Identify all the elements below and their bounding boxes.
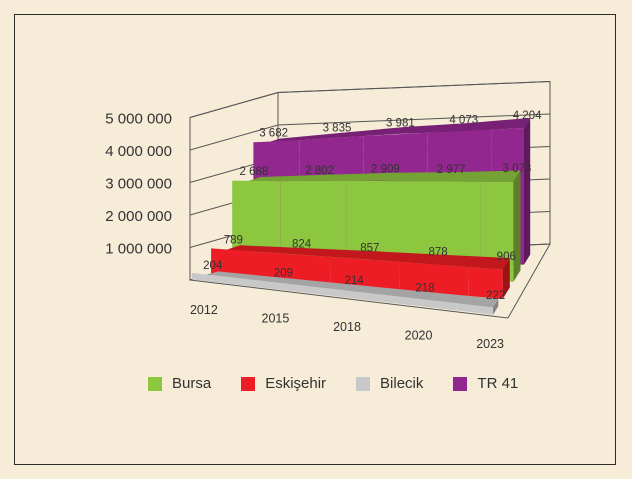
x-tick-label: 2023 bbox=[476, 337, 504, 351]
bar-eskisehir-2015 bbox=[261, 252, 331, 285]
bar-top-tr41 bbox=[267, 117, 531, 143]
legend-swatch-eskisehir bbox=[241, 376, 256, 391]
bar-side-eskisehir bbox=[502, 258, 510, 299]
y-tick-label: 2 000 000 bbox=[105, 208, 172, 225]
data-label-bursa-2018: 2 909 bbox=[371, 164, 400, 176]
x-tick-label: 2012 bbox=[190, 303, 218, 317]
data-label-tr41-2012: 3 682 bbox=[259, 128, 288, 140]
legend-swatch-bilecik bbox=[356, 376, 371, 391]
legend-item-bilecik: Bilecik bbox=[356, 375, 423, 392]
x-tick-label: 2015 bbox=[262, 311, 290, 325]
y-tick-label: 4 000 000 bbox=[105, 143, 172, 160]
y-tick-label: 5 000 000 bbox=[105, 111, 172, 128]
gridline bbox=[189, 113, 551, 151]
legend-item-bursa: Bursa bbox=[148, 375, 211, 392]
y-tick-label: 1 000 000 bbox=[105, 241, 172, 258]
data-label-bursa-2015: 2 802 bbox=[305, 165, 334, 177]
legend-swatch-bursa bbox=[148, 376, 162, 391]
data-label-tr41-2020: 4 073 bbox=[449, 114, 478, 126]
legend-label-eskisehir: Eskişehir bbox=[265, 375, 327, 392]
data-label-bursa-2012: 2 688 bbox=[240, 166, 269, 178]
gridline bbox=[189, 81, 551, 118]
x-tick-label: 2020 bbox=[405, 329, 433, 343]
data-label-bursa-2020: 2 977 bbox=[437, 164, 466, 176]
data-label-bilecik-2020: 218 bbox=[415, 283, 434, 295]
bar-bilecik-2023 bbox=[457, 303, 493, 315]
bar-eskisehir-2020 bbox=[399, 261, 469, 296]
y-tick-label: 3 000 000 bbox=[105, 176, 172, 193]
series-eskisehir bbox=[211, 245, 510, 299]
x-axis: 2012 2015 2018 2020 2023 bbox=[190, 303, 504, 351]
series-bilecik bbox=[191, 271, 499, 315]
legend-swatch-tr41 bbox=[453, 376, 468, 391]
data-label-bilecik-2015: 209 bbox=[274, 268, 293, 280]
data-label-eskisehir-2018: 857 bbox=[360, 242, 379, 254]
data-label-bilecik-2012: 204 bbox=[203, 260, 223, 272]
bar-eskisehir-2023 bbox=[468, 267, 503, 299]
bar-bilecik-2015 bbox=[243, 278, 315, 294]
data-label-tr41-2018: 3 981 bbox=[386, 118, 415, 130]
data-label-tr41-2023: 4 204 bbox=[513, 110, 542, 122]
bar-top-eskisehir bbox=[226, 245, 510, 270]
bar-bilecik-2012 bbox=[191, 272, 244, 286]
legend-label-tr41: TR 41 bbox=[477, 375, 519, 392]
bar-eskisehir-2012 bbox=[211, 248, 261, 279]
data-label-bilecik-2023: 222 bbox=[486, 290, 505, 302]
data-label-tr41-2015: 3 835 bbox=[323, 122, 352, 134]
legend-label-bilecik: Bilecik bbox=[380, 375, 424, 392]
data-label-bilecik-2018: 214 bbox=[345, 275, 365, 287]
bar-side-bilecik bbox=[493, 298, 499, 315]
bar-top-bilecik bbox=[207, 271, 499, 308]
bar-top-bursa bbox=[247, 170, 521, 182]
bar-side-tr41 bbox=[524, 117, 531, 265]
data-label-eskisehir-2015: 824 bbox=[292, 238, 312, 250]
bar-bilecik-2018 bbox=[314, 287, 386, 303]
data-label-eskisehir-2023: 906 bbox=[497, 251, 516, 263]
y-axis: 5 000 000 4 000 000 3 000 000 2 000 000 1 00… bbox=[105, 111, 172, 258]
data-label-eskisehir-2020: 878 bbox=[428, 247, 447, 259]
bars-layer bbox=[191, 117, 531, 315]
legend-item-eskisehir: Eskişehir bbox=[241, 375, 326, 392]
x-tick-label: 2018 bbox=[333, 320, 361, 334]
bar-bursa-2023 bbox=[480, 181, 514, 282]
data-label-bursa-2023: 3 073 bbox=[503, 163, 532, 175]
legend-label-bursa: Bursa bbox=[172, 375, 212, 392]
data-labels: 3 682 3 835 3 981 4 073 4 204 2 688 2 802 2 909… bbox=[203, 110, 542, 302]
bar-side-bursa bbox=[513, 170, 521, 282]
bar-eskisehir-2018 bbox=[330, 256, 400, 291]
legend: Bursa Eskişehir Bilecik TR 41 bbox=[148, 375, 548, 392]
bar-bilecik-2020 bbox=[386, 295, 458, 311]
legend-item-tr41: TR 41 bbox=[453, 375, 518, 392]
data-label-eskisehir-2012: 789 bbox=[224, 234, 243, 246]
